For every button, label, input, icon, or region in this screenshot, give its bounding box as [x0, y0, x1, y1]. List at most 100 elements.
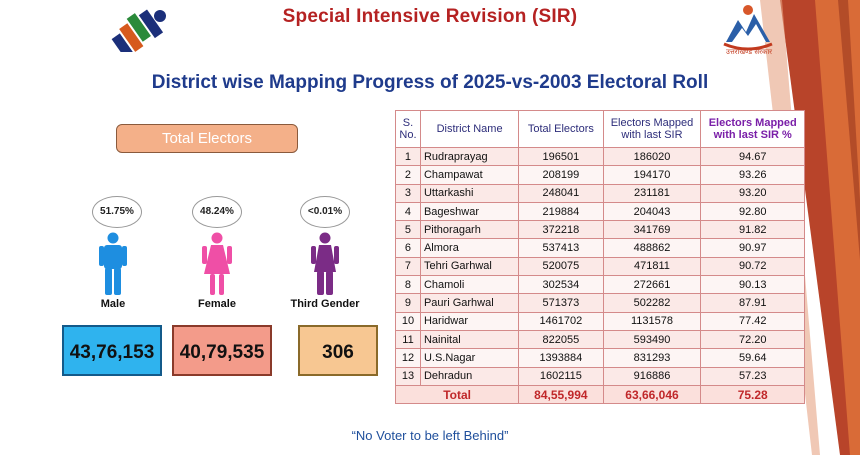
row-mapped: 186020: [602, 146, 702, 167]
third-gender-count: 306: [298, 325, 378, 376]
total-mapped: 63,66,046: [602, 384, 702, 405]
table-row: 4 Bageshwar 219884 204043 92.80: [395, 201, 805, 222]
uttarakhand-logo-caption: उत्तराखण्ड सरकार: [725, 48, 773, 56]
male-percentage-bubble: 51.75%: [92, 196, 142, 228]
row-total-electors: 1393884: [518, 348, 604, 368]
row-mapped: 1131578: [602, 311, 702, 331]
row-total-electors: 196501: [518, 146, 604, 167]
row-mapped: 204043: [602, 201, 702, 222]
table-row: 12 U.S.Nagar 1393884 831293 59.64: [395, 348, 805, 368]
table-row: 11 Nainital 822055 593490 72.20: [395, 329, 805, 350]
row-mapped: 502282: [602, 293, 702, 313]
row-sno: 6: [395, 238, 421, 258]
row-district: Pithoragarh: [419, 220, 520, 240]
header-total-electors: Total Electors: [518, 110, 604, 148]
footer-slogan: “No Voter to be left Behind”: [351, 428, 509, 443]
header-sno: S. No.: [395, 110, 421, 148]
row-sno: 8: [395, 275, 421, 295]
third-gender-label: Third Gender: [290, 298, 360, 310]
male-count: 43,76,153: [62, 325, 162, 376]
row-sno: 4: [395, 201, 421, 222]
row-mapped: 916886: [602, 366, 702, 386]
row-district: Tehri Garhwal: [419, 256, 520, 277]
row-mapped-pct: 93.26: [700, 165, 805, 185]
table-row: 10 Haridwar 1461702 1131578 77.42: [395, 311, 805, 331]
row-total-electors: 822055: [518, 329, 604, 350]
row-sno: 1: [395, 146, 421, 167]
total-label: Total: [394, 384, 520, 405]
row-sno: 9: [395, 293, 421, 313]
table-row: 9 Pauri Garhwal 571373 502282 87.91: [395, 293, 805, 313]
row-total-electors: 372218: [518, 220, 604, 240]
row-district: Chamoli: [419, 275, 520, 295]
table-row: 8 Chamoli 302534 272661 90.13: [395, 275, 805, 295]
row-mapped-pct: 90.13: [700, 275, 805, 295]
third-gender-icon: [311, 232, 339, 295]
row-total-electors: 302534: [518, 275, 604, 295]
male-label: Male: [100, 298, 126, 310]
table-row: 5 Pithoragarh 372218 341769 91.82: [395, 220, 805, 240]
row-mapped: 471811: [602, 256, 702, 277]
row-mapped: 341769: [602, 220, 702, 240]
row-mapped-pct: 91.82: [700, 220, 805, 240]
total-electors-label: Total Electors: [116, 124, 298, 153]
row-district: Nainital: [419, 329, 520, 350]
row-mapped-pct: 59.64: [700, 348, 805, 368]
row-mapped-pct: 90.97: [700, 238, 805, 258]
table-row: 13 Dehradun 1602115 916886 57.23: [395, 366, 805, 386]
row-district: Bageshwar: [419, 201, 520, 222]
table-row: 1 Rudraprayag 196501 186020 94.67: [395, 146, 805, 167]
row-total-electors: 520075: [518, 256, 604, 277]
row-mapped-pct: 93.20: [700, 183, 805, 203]
row-district: U.S.Nagar: [419, 348, 520, 368]
row-total-electors: 219884: [518, 201, 604, 222]
row-total-electors: 571373: [518, 293, 604, 313]
row-sno: 2: [395, 165, 421, 185]
row-total-electors: 1602115: [518, 366, 604, 386]
row-mapped: 831293: [602, 348, 702, 368]
row-mapped-pct: 94.67: [700, 146, 805, 167]
row-sno: 12: [395, 348, 421, 368]
row-district: Haridwar: [419, 311, 520, 331]
table-total-row: Total 84,55,994 63,66,046 75.28: [394, 384, 805, 405]
row-sno: 10: [395, 311, 421, 331]
table-body: 1 Rudraprayag 196501 186020 94.67 2 Champawat 2…: [394, 146, 805, 405]
row-total-electors: 208199: [518, 165, 604, 185]
table-header-row: S. No. District Name Total Electors Elec…: [395, 110, 805, 148]
row-district: Uttarkashi: [419, 183, 520, 203]
row-mapped-pct: 77.42: [700, 311, 805, 331]
row-mapped-pct: 57.23: [700, 366, 805, 386]
row-sno: 3: [395, 183, 421, 203]
row-mapped: 194170: [602, 165, 702, 185]
row-sno: 13: [395, 366, 421, 386]
female-percentage-bubble: 48.24%: [192, 196, 242, 228]
female-icon: [202, 232, 232, 295]
district-mapping-table: S. No. District Name Total Electors Elec…: [394, 110, 805, 405]
row-mapped: 488862: [602, 238, 702, 258]
row-mapped-pct: 72.20: [700, 329, 805, 350]
row-sno: 7: [395, 256, 421, 277]
row-mapped: 593490: [602, 329, 702, 350]
row-mapped-pct: 90.72: [700, 256, 805, 277]
header-mapped: Electors Mapped with last SIR: [602, 110, 702, 148]
page-title: Special Intensive Revision (SIR): [282, 6, 578, 27]
row-total-electors: 537413: [518, 238, 604, 258]
table-row: 3 Uttarkashi 248041 231181 93.20: [395, 183, 805, 203]
row-total-electors: 248041: [518, 183, 604, 203]
male-icon: [99, 232, 127, 295]
uttarakhand-govt-logo: [723, 5, 773, 51]
header-mapped-pct: Electors Mapped with last SIR %: [700, 110, 805, 148]
row-sno: 5: [395, 220, 421, 240]
election-commission-logo: [111, 9, 166, 52]
table-row: 7 Tehri Garhwal 520075 471811 90.72: [395, 256, 805, 277]
total-mapped-pct: 75.28: [700, 384, 805, 405]
row-district: Almora: [419, 238, 520, 258]
header-district: District Name: [419, 110, 520, 148]
female-label: Female: [198, 298, 236, 310]
row-sno: 11: [395, 329, 421, 350]
table-row: 6 Almora 537413 488862 90.97: [395, 238, 805, 258]
row-mapped-pct: 87.91: [700, 293, 805, 313]
third-gender-percentage-bubble: <0.01%: [300, 196, 350, 228]
row-district: Pauri Garhwal: [419, 293, 520, 313]
row-district: Champawat: [419, 165, 520, 185]
